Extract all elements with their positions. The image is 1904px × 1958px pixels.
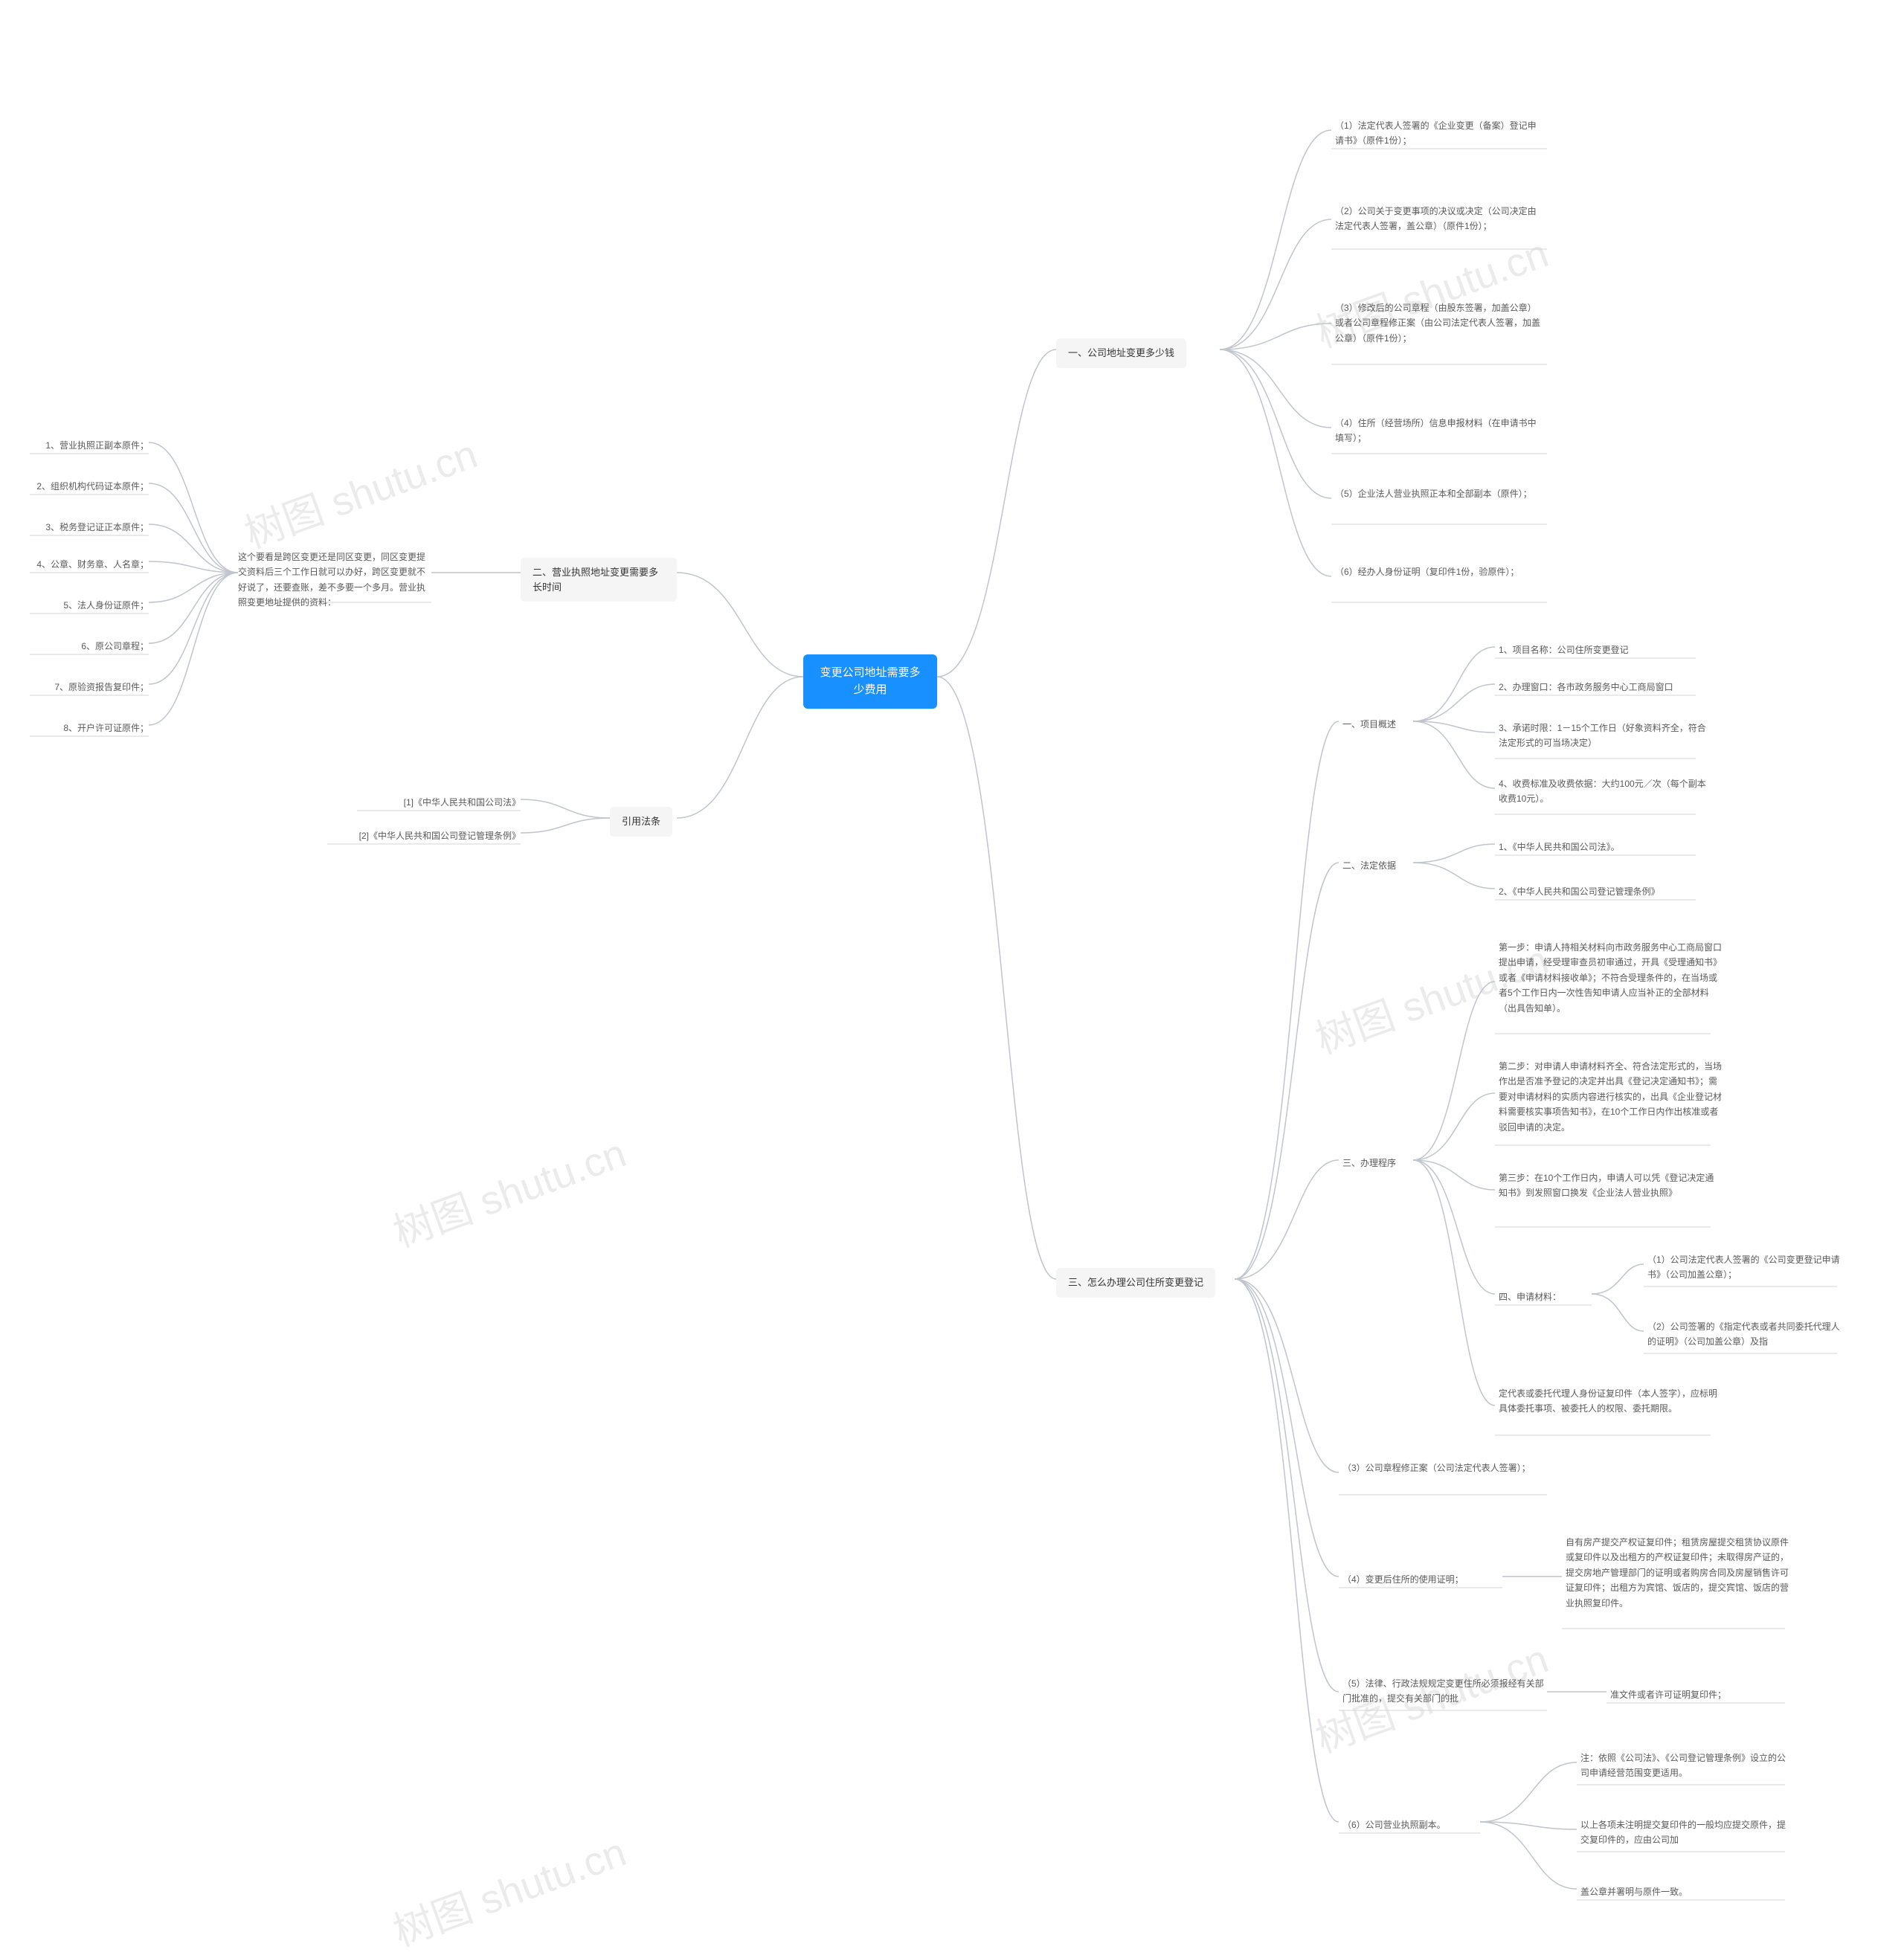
b3-m5-leaf: 准文件或者许可证明复印件； [1610, 1684, 1726, 1705]
b3-1-leaf-3: 3、承诺时限：1－15个工作日（好象资料齐全，符合法定形式的可当场决定） [1499, 718, 1707, 754]
b2-leaf-7: 7、原验资报告复印件； [33, 677, 149, 698]
root-node: 变更公司地址需要多少费用 [803, 654, 937, 709]
b3-1-leaf-1: 1、项目名称：公司住所变更登记 [1499, 640, 1629, 660]
b3-m6-leaf-3: 盖公章并署明与原件一致。 [1580, 1881, 1688, 1902]
b2-leaf-5: 5、法人身份证原件； [33, 595, 149, 616]
b3-1-leaf-4: 4、收费标准及收费依据：大约100元／次（每个副本收费10元）。 [1499, 773, 1707, 810]
b1-leaf-1: （1）法定代表人签署的《企业变更（备案）登记申请书》（原件1份）； [1335, 115, 1543, 152]
ref-leaf-1: [1]《中华人民共和国公司法》 [361, 792, 521, 813]
branch-domicile-change: 三、怎么办理公司住所变更登记 [1056, 1268, 1215, 1298]
branch-duration: 二、营业执照地址变更需要多长时间 [521, 558, 677, 602]
b2-note: 这个要看是跨区变更还是同区变更，同区变更提交资料后三个工作日就可以办好，跨区变更… [238, 547, 431, 614]
b3-m3: （3）公司章程修正案（公司法定代表人签署）； [1342, 1458, 1531, 1478]
b3-sub-procedure: 三、办理程序 [1342, 1153, 1396, 1173]
b1-leaf-3: （3）修改后的公司章程（由股东签署，加盖公章）或者公司章程修正案（由公司法定代表… [1335, 297, 1543, 349]
b3-3-child-leaf-1: （1）公司法定代表人签署的《公司变更登记申请书》（公司加盖公章）； [1647, 1249, 1841, 1286]
b1-leaf-4: （4）住所（经营场所）信息申报材料（在申请书中填写）； [1335, 413, 1543, 449]
b3-3-child-leaf-2: （2）公司签署的《指定代表或者共同委托代理人的证明》（公司加盖公章）及指 [1647, 1316, 1841, 1353]
b3-3-leaf-2: 第二步：对申请人申请材料齐全、符合法定形式的，当场作出是否准予登记的决定并出具《… [1499, 1056, 1722, 1138]
b2-leaf-2: 2、组织机构代码证本原件； [33, 476, 149, 497]
b3-3-child-materials: 四、申请材料： [1499, 1286, 1561, 1307]
b3-1-leaf-2: 2、办理窗口：各市政务服务中心工商局窗口 [1499, 677, 1673, 698]
b3-3-leaf-1: 第一步：申请人持相关材料向市政务服务中心工商局窗口提出申请，经受理审查员初审通过… [1499, 937, 1722, 1019]
b1-leaf-2: （2）公司关于变更事项的决议或决定（公司决定由法定代表人签署，盖公章）（原件1份… [1335, 201, 1543, 237]
b3-m5-label: （5）法律、行政法规规定变更住所必须报经有关部门批准的，提交有关部门的批 [1342, 1673, 1551, 1710]
watermark: 树图 shutu.cn [384, 1120, 632, 1258]
b3-sub-legal: 二、法定依据 [1342, 855, 1396, 876]
b3-m4-leaf: 自有房产提交产权证复印件；租赁房屋提交租赁协议原件或复印件以及出租方的产权证复印… [1566, 1532, 1789, 1614]
b3-sub-overview: 一、项目概述 [1342, 714, 1396, 735]
b2-leaf-8: 8、开户许可证原件； [33, 718, 149, 738]
b3-m6-label: （6）公司营业执照副本。 [1342, 1814, 1446, 1835]
b1-leaf-5: （5）企业法人营业执照正本和全部副本（原件）； [1335, 483, 1532, 504]
b2-leaf-1: 1、营业执照正副本原件； [33, 435, 149, 456]
b3-m6-leaf-1: 注：依照《公司法》、《公司登记管理条例》设立的公司申请经营范围变更适用。 [1580, 1748, 1789, 1784]
b3-m4-label: （4）变更后住所的使用证明； [1342, 1569, 1464, 1590]
b3-m6-leaf-2: 以上各项未注明提交复印件的一般均应提交原件，提交复印件的，应由公司加 [1580, 1814, 1789, 1851]
b1-leaf-6: （6）经办人身份证明（复印件1份，验原件）； [1335, 561, 1519, 582]
b2-leaf-4: 4、公章、财务章、人名章； [33, 554, 149, 575]
b3-3-leaf-3: 第三步：在10个工作日内，申请人可以凭《登记决定通知书》到发照窗口换发《企业法人… [1499, 1168, 1722, 1204]
branch-address-cost: 一、公司地址变更多少钱 [1056, 338, 1186, 368]
b3-2-leaf-2: 2、《中华人民共和国公司登记管理条例》 [1499, 881, 1660, 902]
ref-leaf-2: [2]《中华人民共和国公司登记管理条例》 [331, 825, 521, 846]
watermark: 树图 shutu.cn [384, 1819, 632, 1957]
b2-leaf-6: 6、原公司章程； [33, 636, 149, 657]
b3-3-trailing: 定代表或委托代理人身份证复印件（本人签字），应标明具体委托事项、被委托人的权限、… [1499, 1383, 1722, 1420]
b3-2-leaf-1: 1、《中华人民共和国公司法》。 [1499, 837, 1620, 857]
branch-references: 引用法条 [610, 807, 672, 837]
watermark: 树图 shutu.cn [235, 421, 483, 559]
b2-leaf-3: 3、税务登记证正本原件； [33, 517, 149, 538]
